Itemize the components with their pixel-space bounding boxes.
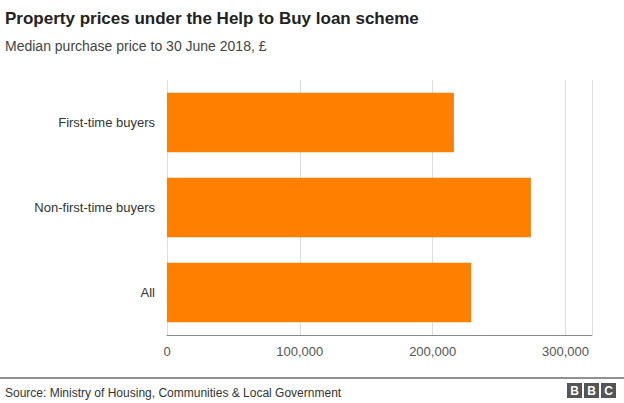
svg-text:200,000: 200,000 <box>409 344 456 359</box>
svg-text:First-time buyers: First-time buyers <box>58 115 155 130</box>
svg-text:Non-first-time buyers: Non-first-time buyers <box>34 200 155 215</box>
svg-text:300,000: 300,000 <box>542 344 589 359</box>
svg-text:Source: Ministry of Housing, C: Source: Ministry of Housing, Communities… <box>5 386 342 400</box>
svg-text:0: 0 <box>163 344 170 359</box>
svg-text:C: C <box>604 384 613 398</box>
svg-text:B: B <box>587 384 596 398</box>
svg-text:B: B <box>570 384 579 398</box>
svg-text:100,000: 100,000 <box>276 344 323 359</box>
svg-text:All: All <box>141 285 156 300</box>
svg-text:Property prices under the Help: Property prices under the Help to Buy lo… <box>5 9 419 28</box>
svg-text:Median purchase price to 30 Ju: Median purchase price to 30 June 2018, £ <box>5 38 267 54</box>
